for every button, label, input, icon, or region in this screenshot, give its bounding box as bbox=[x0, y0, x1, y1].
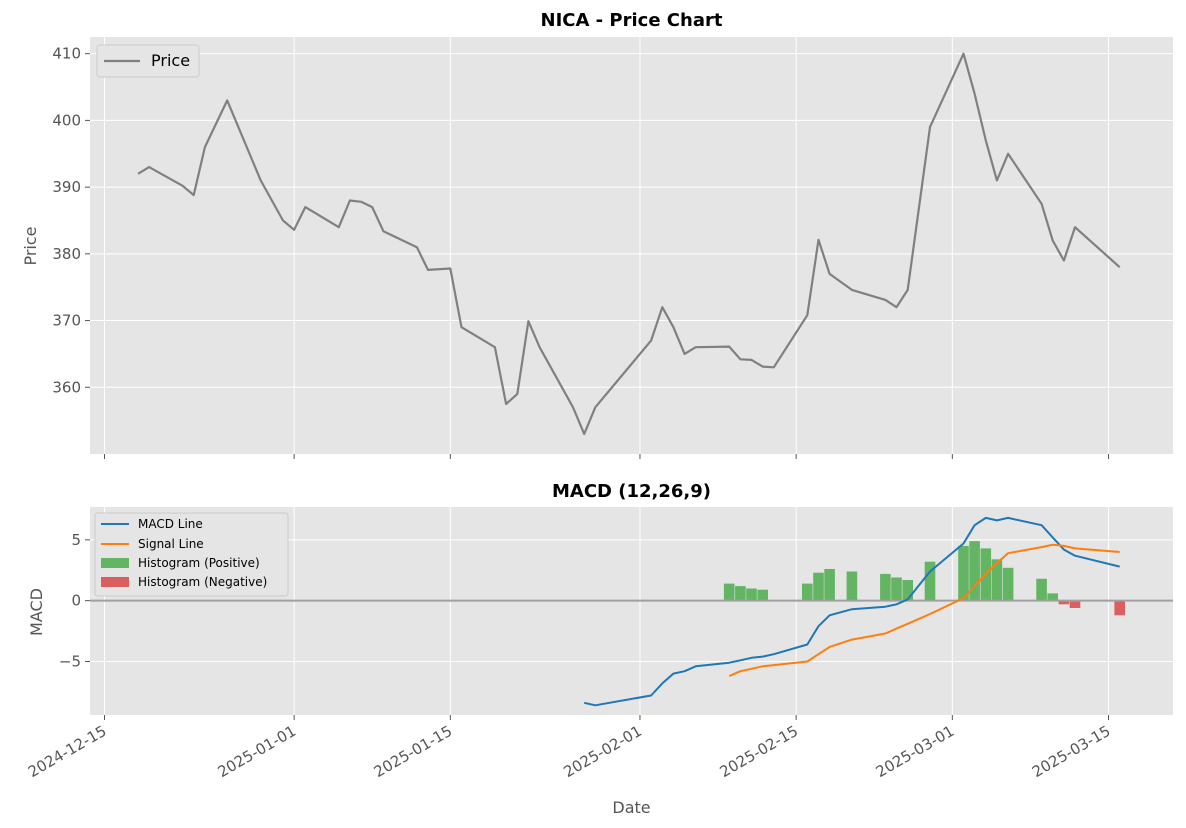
price-grid bbox=[90, 37, 1173, 454]
histogram-bar-positive bbox=[824, 569, 835, 601]
macd-legend-box bbox=[94, 512, 289, 597]
histogram-bar-positive bbox=[723, 583, 735, 601]
macd-chart-title: MACD (12,26,9) bbox=[552, 481, 711, 502]
histogram-bar-positive bbox=[802, 583, 813, 601]
price-y-ticks: 360 370 380 390 400 410 bbox=[52, 45, 90, 396]
macd-y-tick-label: −5 bbox=[59, 652, 81, 670]
histogram-bar-positive bbox=[813, 572, 824, 601]
histogram-bar-positive bbox=[991, 559, 1003, 601]
macd-series-layer bbox=[583, 516, 1120, 707]
histogram-bar-negative bbox=[1114, 600, 1125, 616]
x-tick-label: 2025-03-15 bbox=[1029, 722, 1114, 781]
price-legend-box bbox=[96, 44, 200, 78]
macd-y-ticks: −5 0 5 bbox=[59, 531, 90, 670]
macd-x-ticks: 2024-12-15 2025-01-01 2025-01-15 2025-02-01… bbox=[25, 715, 1114, 781]
x-tick-label: 2024-12-15 bbox=[25, 722, 110, 781]
price-y-axis-label: Price bbox=[21, 226, 40, 265]
histogram-bar-positive bbox=[1002, 567, 1014, 601]
histogram-bar-positive bbox=[846, 571, 858, 601]
legend-label-signal-line: Signal Line bbox=[138, 537, 204, 551]
macd-line bbox=[583, 516, 1120, 707]
histogram-bar-negative bbox=[1058, 600, 1070, 605]
price-y-tick-label: 370 bbox=[52, 312, 81, 330]
price-x-ticks bbox=[104, 454, 1109, 459]
price-y-tick-label: 390 bbox=[52, 178, 81, 196]
price-panel: 360 370 380 390 400 410 NICA - Price Chart Pr… bbox=[21, 10, 1173, 459]
histogram-bar-positive bbox=[924, 561, 936, 601]
histogram-bar-positive bbox=[891, 577, 902, 601]
macd-y-tick-label: 0 bbox=[71, 592, 81, 610]
price-legend: Price bbox=[96, 44, 200, 78]
price-chart-title: NICA - Price Chart bbox=[541, 10, 723, 31]
histogram-bar-negative bbox=[1069, 600, 1081, 608]
x-axis-label: Date bbox=[612, 798, 650, 817]
price-y-tick-label: 360 bbox=[52, 378, 81, 396]
price-legend-label: Price bbox=[151, 51, 190, 70]
x-tick-label: 2025-02-15 bbox=[717, 722, 802, 781]
x-tick-label: 2025-02-01 bbox=[560, 722, 645, 781]
signal-line bbox=[728, 543, 1120, 678]
price-plot-background bbox=[90, 37, 1173, 454]
histogram-bar-positive bbox=[1036, 578, 1047, 601]
histogram-bar-positive bbox=[735, 586, 746, 601]
macd-y-tick-label: 5 bbox=[71, 531, 81, 549]
histogram-bar-positive bbox=[958, 545, 969, 601]
macd-legend: MACD Line Signal Line Histogram (Positiv… bbox=[94, 512, 289, 597]
price-series-layer bbox=[137, 52, 1121, 436]
macd-panel: −5 0 5 2024-12-15 2025-01-01 2025-01-15 2025-… bbox=[25, 481, 1173, 817]
x-tick-label: 2025-01-15 bbox=[371, 722, 456, 781]
histogram-bar-positive bbox=[757, 589, 768, 601]
x-tick-label: 2025-03-01 bbox=[873, 722, 958, 781]
histogram-bar-positive bbox=[902, 580, 913, 601]
legend-swatch-histogram-positive bbox=[101, 558, 129, 568]
histogram-bar-positive bbox=[746, 588, 757, 601]
price-y-tick-label: 410 bbox=[52, 45, 81, 63]
price-series-line bbox=[137, 52, 1121, 436]
macd-y-axis-label: MACD bbox=[27, 588, 46, 636]
legend-label-histogram-positive: Histogram (Positive) bbox=[138, 556, 260, 570]
histogram-bar-positive bbox=[880, 573, 891, 601]
price-y-tick-label: 400 bbox=[52, 111, 81, 129]
legend-swatch-histogram-negative bbox=[101, 577, 129, 587]
price-y-tick-label: 380 bbox=[52, 245, 81, 263]
histogram-bar-positive bbox=[969, 541, 980, 601]
histogram-bar-positive bbox=[1047, 593, 1058, 601]
legend-label-histogram-negative: Histogram (Negative) bbox=[138, 575, 267, 589]
x-tick-label: 2025-01-01 bbox=[215, 722, 300, 781]
legend-label-macd-line: MACD Line bbox=[138, 517, 203, 531]
macd-histogram-layer bbox=[723, 541, 1125, 616]
